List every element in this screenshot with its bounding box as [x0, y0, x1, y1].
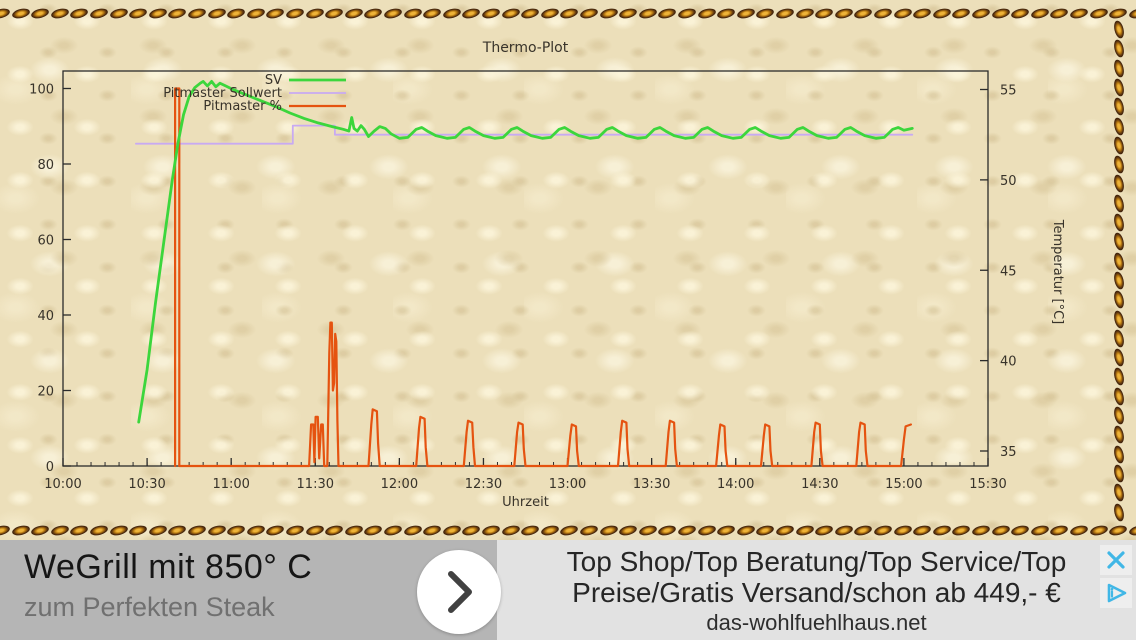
thermo-plot-chart: Thermo-Plot 0 20 40 60 80 100 35 40 45 50 55 10:00 10… [29, 40, 1065, 510]
x-tick-label: 10:00 [44, 477, 81, 492]
chevron-right-icon [448, 571, 472, 613]
close-icon [1107, 551, 1125, 569]
y-right-tick-label: 35 [1000, 445, 1017, 460]
ad-banner-right[interactable]: Top Shop/Top Beratung/Top Service/Top Pr… [497, 540, 1136, 640]
ad-subline: zum Perfekten Steak [24, 592, 275, 622]
y-right-tick-label: 55 [1000, 84, 1017, 99]
ad-cta-button[interactable] [417, 550, 501, 634]
series-pitmaster- [174, 87, 913, 468]
x-tick-label: 13:30 [633, 477, 670, 492]
y-left-tick-label: 80 [37, 158, 54, 173]
legend-label-3: Pitmaster % [203, 99, 282, 114]
ad-text-line-1: Top Shop/Top Beratung/Top Service/Top [566, 546, 1067, 577]
y-left-tick-label: 0 [46, 460, 54, 475]
ad-text-line-2: Preise/Gratis Versand/schon ab 449,- € [572, 577, 1061, 608]
y-right-tick-label: 50 [1000, 174, 1017, 189]
x-tick-label: 14:30 [801, 477, 838, 492]
y-left-tick-label: 60 [37, 234, 54, 249]
x-axis-title: Uhrzeit [502, 495, 549, 510]
x-tick-label: 13:00 [549, 477, 586, 492]
y2-axis-title: Temperatur [°C] [1050, 219, 1065, 325]
y-left-tick-label: 100 [29, 83, 54, 98]
x-tick-label: 10:30 [128, 477, 165, 492]
x-tick-label: 12:30 [465, 477, 502, 492]
plot-border [62, 70, 989, 467]
y-left-tick-label: 40 [37, 309, 54, 324]
ad-headline: WeGrill mit 850° C [24, 548, 313, 586]
x-tick-label: 11:30 [297, 477, 334, 492]
chart-title: Thermo-Plot [482, 40, 569, 56]
ad-banner: WeGrill mit 850° C zum Perfekten Steak T… [0, 540, 1136, 640]
adchoices-button[interactable] [1100, 578, 1132, 608]
ad-url: das-wohlfuehlhaus.net [706, 610, 927, 635]
y-right-tick-label: 40 [1000, 355, 1017, 370]
x-tick-label: 15:30 [969, 477, 1006, 492]
ad-close-button[interactable] [1100, 545, 1132, 575]
ad-controls [1100, 545, 1134, 608]
legend-label-2: Pitmaster Sollwert [163, 86, 282, 101]
y-right-tick-label: 45 [1000, 264, 1017, 279]
legend-label-1: SV [265, 73, 282, 88]
ad-banner-left[interactable]: WeGrill mit 850° C zum Perfekten Steak [0, 540, 497, 640]
x-tick-label: 11:00 [212, 477, 249, 492]
x-tick-label: 14:00 [717, 477, 754, 492]
series-sv [137, 80, 914, 424]
y-left-tick-label: 20 [37, 385, 54, 400]
series-pitmaster-sollwert [134, 124, 914, 145]
adchoices-icon [1107, 583, 1127, 603]
x-tick-label: 15:00 [885, 477, 922, 492]
x-tick-label: 12:00 [381, 477, 418, 492]
